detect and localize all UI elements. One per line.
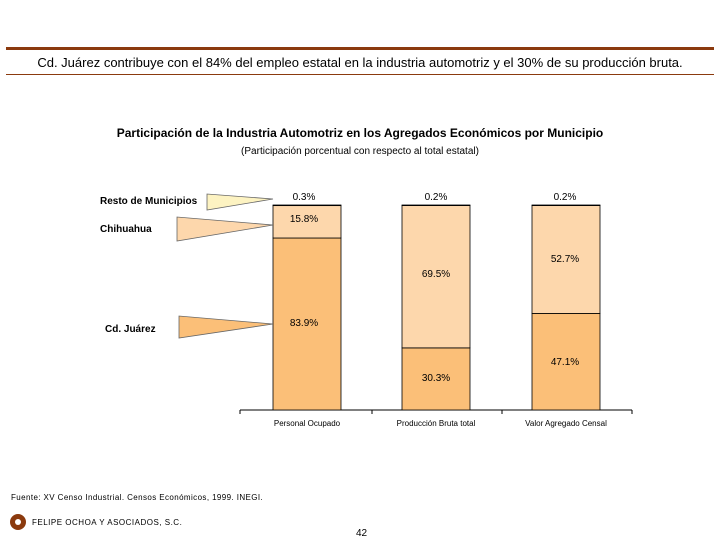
bar-resto-de-municipios-1 bbox=[272, 204, 342, 207]
x-tick-label: Valor Agregado Censal bbox=[525, 419, 607, 428]
legend-label: Cd. Juárez bbox=[105, 324, 156, 335]
legend-label: Chihuahua bbox=[100, 224, 152, 235]
headline: Cd. Juárez contribuye con el 84% del emp… bbox=[37, 55, 683, 70]
data-label: 30.3% bbox=[422, 373, 450, 384]
x-tick-label: Producción Bruta total bbox=[397, 419, 476, 428]
legend-marker-resto-de-municipios bbox=[206, 193, 274, 211]
data-label: 0.3% bbox=[293, 192, 316, 203]
data-label: 52.7% bbox=[551, 254, 579, 265]
chart-title: Participación de la Industria Automotriz… bbox=[116, 126, 604, 140]
legend-marker-cd-ju-rez bbox=[178, 315, 274, 339]
data-label: 69.5% bbox=[422, 269, 450, 280]
x-tick-label: Personal Ocupado bbox=[274, 419, 341, 428]
bar-chihuahua-3 bbox=[531, 205, 601, 314]
data-label: 83.9% bbox=[290, 318, 318, 329]
legend-marker-chihuahua bbox=[176, 216, 274, 242]
source-note: Fuente: XV Censo Industrial. Censos Econ… bbox=[11, 493, 264, 502]
page-number: 42 bbox=[356, 528, 368, 539]
bar-resto-de-municipios-3 bbox=[531, 204, 601, 207]
data-label: 15.8% bbox=[290, 214, 318, 225]
chart-subtitle: (Participación porcentual con respecto a… bbox=[241, 146, 479, 157]
data-label: 0.2% bbox=[554, 192, 577, 203]
company-logo bbox=[10, 514, 26, 530]
company-name: FELIPE OCHOA Y ASOCIADOS, S.C. bbox=[32, 518, 183, 527]
headline-rule bbox=[6, 74, 714, 75]
top-rule bbox=[6, 47, 714, 50]
data-label: 47.1% bbox=[551, 357, 579, 368]
legend-label: Resto de Municipios bbox=[100, 196, 198, 207]
data-label: 0.2% bbox=[425, 192, 448, 203]
bar-resto-de-municipios-2 bbox=[401, 204, 471, 207]
